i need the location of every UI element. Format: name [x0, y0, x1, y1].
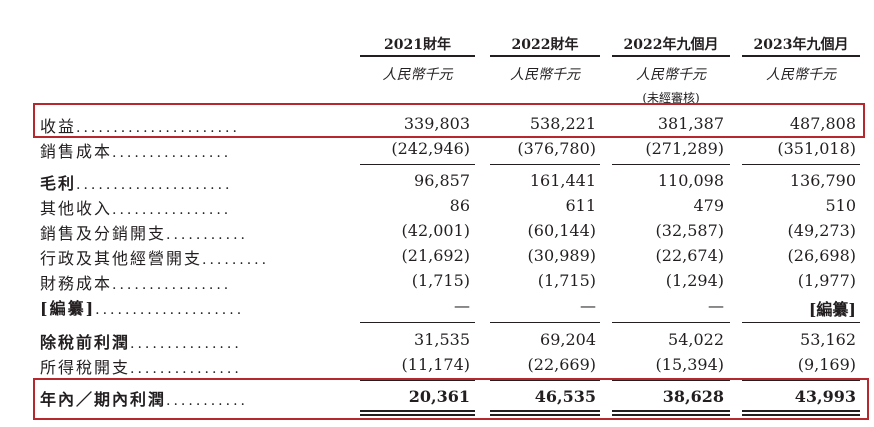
cell-value: (26,698)	[787, 246, 856, 265]
cell-value: (1,715)	[537, 271, 596, 290]
cell-value: 339,803	[403, 114, 470, 133]
col-unit-2021: 人民幣千元	[382, 67, 453, 83]
table-row: 行政及其他經營開支......... (21,692) (30,989) (22…	[0, 245, 874, 271]
cell-value: 161,441	[529, 171, 596, 190]
cell-value: (49,273)	[787, 221, 856, 240]
cell-value: (22,674)	[655, 246, 724, 265]
subtotal-rule	[742, 380, 860, 381]
col-header-2022-9m: 2022年九個月	[623, 37, 719, 53]
cell-value: 136,790	[789, 171, 856, 190]
cell-value: (351,018)	[777, 139, 856, 158]
cell-value: (242,946)	[391, 139, 470, 158]
table-row: 銷售及分銷開支........... (42,001) (60,144) (32…	[0, 220, 874, 246]
cell-value: —	[454, 296, 470, 315]
row-label: 收益......................	[40, 117, 240, 136]
cell-value: 86	[449, 196, 470, 215]
cell-value: 54,022	[668, 330, 724, 349]
table-row: [編纂].................... — — — [編纂]	[0, 295, 874, 321]
header-underline	[612, 55, 730, 57]
col-unit-2022: 人民幣千元	[510, 67, 580, 83]
col-unit-2022-9m: 人民幣千元	[636, 67, 706, 83]
cell-value: (32,587)	[655, 221, 724, 240]
header-underline	[490, 55, 600, 57]
cell-value: 31,535	[414, 330, 470, 349]
cell-value: (42,001)	[401, 221, 470, 240]
cell-value: 510	[825, 196, 856, 215]
col-unit-2023-9m: 人民幣千元	[766, 67, 836, 83]
subtotal-rule	[742, 322, 860, 323]
cell-value: 479	[693, 196, 724, 215]
row-label: 毛利.....................	[40, 174, 233, 193]
row-label: [編纂]....................	[40, 299, 245, 318]
cell-value: 53,162	[800, 330, 856, 349]
cell-value: (21,692)	[401, 246, 470, 265]
cell-value: 38,628	[662, 387, 724, 406]
cell-value: (271,289)	[645, 139, 724, 158]
cell-value: [編纂]	[808, 300, 856, 319]
cell-value: —	[580, 296, 596, 315]
total-double-rule	[742, 410, 860, 416]
row-label: 行政及其他經營開支.........	[40, 249, 270, 268]
table-row: 其他收入................ 86 611 479 510	[0, 195, 874, 221]
subtotal-rule	[360, 322, 475, 323]
subtotal-rule	[360, 380, 475, 381]
subtotal-rule	[612, 380, 730, 381]
header-underline	[360, 55, 475, 57]
subtotal-rule	[490, 380, 600, 381]
header-underline	[742, 55, 860, 57]
total-double-rule	[612, 410, 730, 416]
cell-value: 96,857	[414, 171, 470, 190]
subtotal-rule	[490, 322, 600, 323]
cell-value: 43,993	[794, 387, 856, 406]
unaudited-note: (未經審核)	[642, 91, 700, 105]
col-header-2021: 2021財年	[384, 37, 451, 53]
cell-value: 69,204	[540, 330, 596, 349]
row-label: 除稅前利潤...............	[40, 333, 242, 352]
cell-value: 381,387	[657, 114, 724, 133]
total-double-rule	[360, 410, 475, 416]
cell-value: 487,808	[789, 114, 856, 133]
cell-value: 110,098	[657, 171, 724, 190]
row-label: 銷售及分銷開支...........	[40, 224, 248, 243]
cell-value: 538,221	[529, 114, 596, 133]
table-row: 收益...................... 339,803 538,221…	[0, 113, 874, 139]
cell-value: 46,535	[534, 387, 596, 406]
cell-value: —	[708, 296, 724, 315]
cell-value: (60,144)	[527, 221, 596, 240]
subtotal-rule	[490, 164, 600, 165]
cell-value: 611	[565, 196, 596, 215]
cell-value: (376,780)	[517, 139, 596, 158]
row-label: 所得稅開支...............	[40, 358, 242, 377]
row-label: 其他收入................	[40, 199, 232, 218]
row-label: 財務成本................	[40, 274, 232, 293]
subtotal-rule	[360, 164, 475, 165]
row-label: 年內／期內利潤...........	[40, 390, 248, 409]
table-row: 年內／期內利潤........... 20,361 46,535 38,628 …	[0, 386, 874, 412]
cell-value: (11,174)	[401, 355, 470, 374]
subtotal-rule	[612, 322, 730, 323]
col-header-2023-9m: 2023年九個月	[753, 37, 849, 53]
profit-highlight-box	[33, 378, 869, 420]
table-row: 銷售成本................ (242,946) (376,780)…	[0, 138, 874, 164]
table-row: 所得稅開支............... (11,174) (22,669) (…	[0, 354, 874, 380]
subtotal-rule	[612, 164, 730, 165]
cell-value: (1,715)	[411, 271, 470, 290]
row-label: 銷售成本................	[40, 142, 232, 161]
cell-value: (30,989)	[527, 246, 596, 265]
table-row: 財務成本................ (1,715) (1,715) (1,…	[0, 270, 874, 296]
col-header-2022: 2022財年	[511, 37, 579, 53]
revenue-highlight-box	[33, 103, 865, 138]
cell-value: (1,294)	[665, 271, 724, 290]
cell-value: (9,169)	[797, 355, 856, 374]
cell-value: (1,977)	[797, 271, 856, 290]
cell-value: 20,361	[408, 387, 470, 406]
subtotal-rule	[742, 164, 860, 165]
cell-value: (15,394)	[655, 355, 724, 374]
table-row: 毛利..................... 96,857 161,441 1…	[0, 170, 874, 196]
total-double-rule	[490, 410, 600, 416]
table-row: 除稅前利潤............... 31,535 69,204 54,02…	[0, 329, 874, 355]
cell-value: (22,669)	[527, 355, 596, 374]
